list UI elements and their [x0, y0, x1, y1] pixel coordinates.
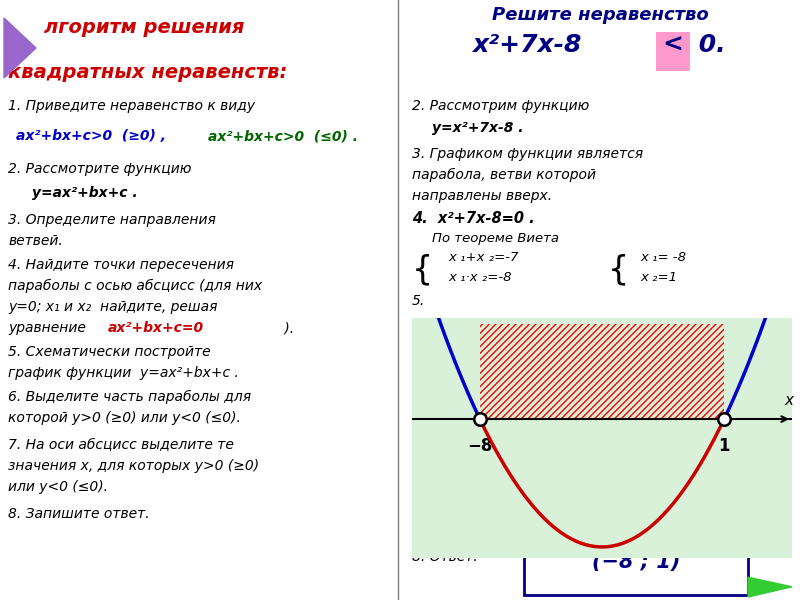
Text: 8. Ответ:: 8. Ответ:: [412, 550, 478, 564]
Text: 7. На оси абсцисс выделите те: 7. На оси абсцисс выделите те: [8, 438, 234, 452]
Text: лгоритм решения: лгоритм решения: [44, 18, 244, 37]
Text: <: <: [662, 33, 683, 57]
Text: x ₂=1: x ₂=1: [640, 271, 677, 284]
Polygon shape: [4, 18, 36, 78]
Text: y=ax²+bx+c .: y=ax²+bx+c .: [32, 186, 138, 200]
Text: x ₁= -8: x ₁= -8: [640, 251, 686, 264]
Text: направлены вверх.: направлены вверх.: [412, 189, 552, 203]
Text: 0.: 0.: [690, 33, 726, 57]
FancyBboxPatch shape: [656, 32, 690, 71]
Text: ax²+bx+c>0  (≥0) ,: ax²+bx+c>0 (≥0) ,: [16, 129, 176, 143]
Text: уравнение: уравнение: [8, 321, 94, 335]
Text: 4.  x²+7x-8=0 .: 4. x²+7x-8=0 .: [412, 211, 534, 226]
Text: 5. Схематически постройте: 5. Схематически постройте: [8, 345, 210, 359]
Text: ax²+bx+c=0: ax²+bx+c=0: [108, 321, 204, 335]
Text: x ₁+x ₂=-7: x ₁+x ₂=-7: [448, 251, 518, 264]
Text: 1. Приведите неравенство к виду: 1. Приведите неравенство к виду: [8, 99, 255, 113]
Text: 6. Выделите часть параболы для: 6. Выделите часть параболы для: [8, 390, 251, 404]
Text: параболы с осью абсцисс (для них: параболы с осью абсцисс (для них: [8, 279, 262, 293]
Text: {: {: [608, 253, 630, 286]
Text: 3. Определите направления: 3. Определите направления: [8, 213, 216, 227]
Text: {: {: [412, 253, 434, 286]
Text: x ₁·x ₂=-8: x ₁·x ₂=-8: [448, 271, 511, 284]
Text: ).: ).: [280, 321, 294, 335]
Text: 2. Рассмотрим функцию: 2. Рассмотрим функцию: [412, 99, 590, 113]
Text: Решите неравенство: Решите неравенство: [492, 6, 708, 24]
Text: По теореме Виета: По теореме Виета: [432, 232, 559, 245]
Text: x²+7x-8: x²+7x-8: [472, 33, 590, 57]
Text: парабола, ветви которой: парабола, ветви которой: [412, 168, 596, 182]
Text: квадратных неравенств:: квадратных неравенств:: [8, 63, 287, 82]
Text: −8: −8: [467, 437, 493, 455]
Text: ветвей.: ветвей.: [8, 234, 62, 248]
Text: y=0; x₁ и x₂  найдите, решая: y=0; x₁ и x₂ найдите, решая: [8, 300, 218, 314]
Text: 2. Рассмотрите функцию: 2. Рассмотрите функцию: [8, 162, 191, 176]
Text: значения x, для которых y>0 (≥0): значения x, для которых y>0 (≥0): [8, 459, 259, 473]
Text: x: x: [785, 392, 794, 407]
FancyBboxPatch shape: [524, 546, 748, 595]
Polygon shape: [748, 577, 792, 597]
Text: y=x²+7x-8 .: y=x²+7x-8 .: [432, 121, 523, 135]
Text: 5.: 5.: [412, 294, 426, 308]
Text: график функции  y=ax²+bx+c .: график функции y=ax²+bx+c .: [8, 366, 239, 380]
Text: 6 -7.: 6 -7.: [412, 520, 443, 534]
Text: 8. Запишите ответ.: 8. Запишите ответ.: [8, 507, 150, 521]
Text: или y<0 (≤0).: или y<0 (≤0).: [8, 480, 108, 494]
Text: (−8 ; 1): (−8 ; 1): [592, 552, 680, 572]
Text: 1: 1: [718, 437, 730, 455]
Text: 4. Найдите точки пересечения: 4. Найдите точки пересечения: [8, 258, 234, 272]
Text: которой y>0 (≥0) или y<0 (≤0).: которой y>0 (≥0) или y<0 (≤0).: [8, 411, 241, 425]
Text: ax²+bx+c>0  (≤0) .: ax²+bx+c>0 (≤0) .: [208, 129, 358, 143]
Text: 3. Графиком функции является: 3. Графиком функции является: [412, 147, 643, 161]
